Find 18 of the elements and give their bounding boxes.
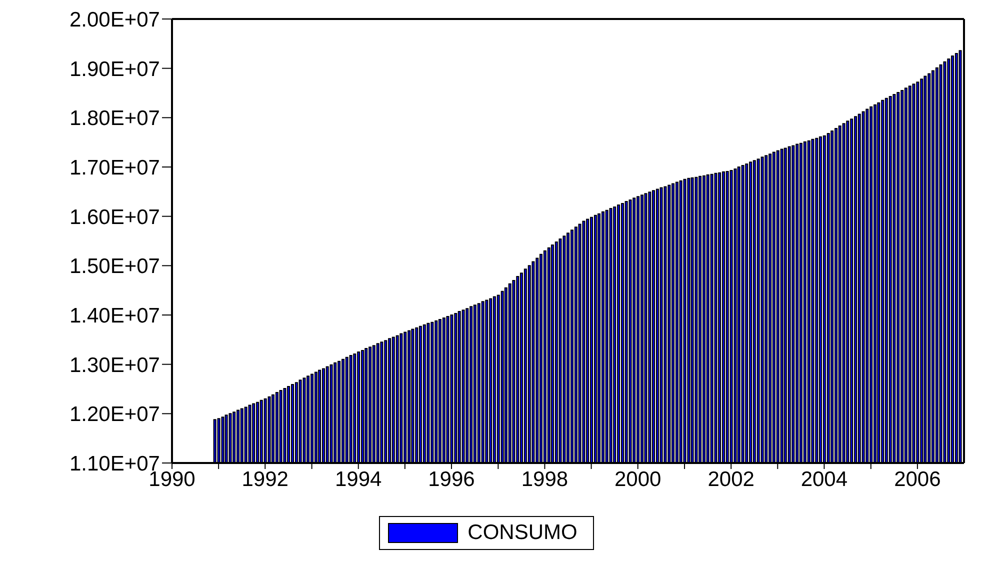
x-tick-label: 1994 — [335, 468, 382, 491]
x-tick-label: 2006 — [894, 468, 941, 491]
x-tick-label: 1992 — [242, 468, 288, 491]
y-tick-label: 1.90E+07 — [69, 58, 160, 81]
y-tick-label: 1.70E+07 — [69, 156, 160, 180]
legend-label: CONSUMO — [468, 521, 578, 545]
x-tick-label: 2002 — [708, 468, 754, 491]
y-tick-label: 1.30E+07 — [69, 354, 160, 377]
y-tick-label: 2.00E+07 — [69, 8, 160, 32]
x-tick-label: 1998 — [521, 468, 568, 491]
x-tick-label: 2000 — [614, 468, 662, 491]
y-tick-label: 1.50E+07 — [69, 255, 160, 278]
x-tick-label: 2004 — [800, 468, 848, 491]
y-tick-label: 1.40E+07 — [69, 304, 160, 328]
y-tick-label: 1.20E+07 — [69, 403, 160, 426]
y-tick-label: 1.80E+07 — [69, 107, 160, 130]
x-tick-label: 1996 — [428, 468, 475, 491]
y-tick-label: 1.60E+07 — [69, 206, 160, 229]
